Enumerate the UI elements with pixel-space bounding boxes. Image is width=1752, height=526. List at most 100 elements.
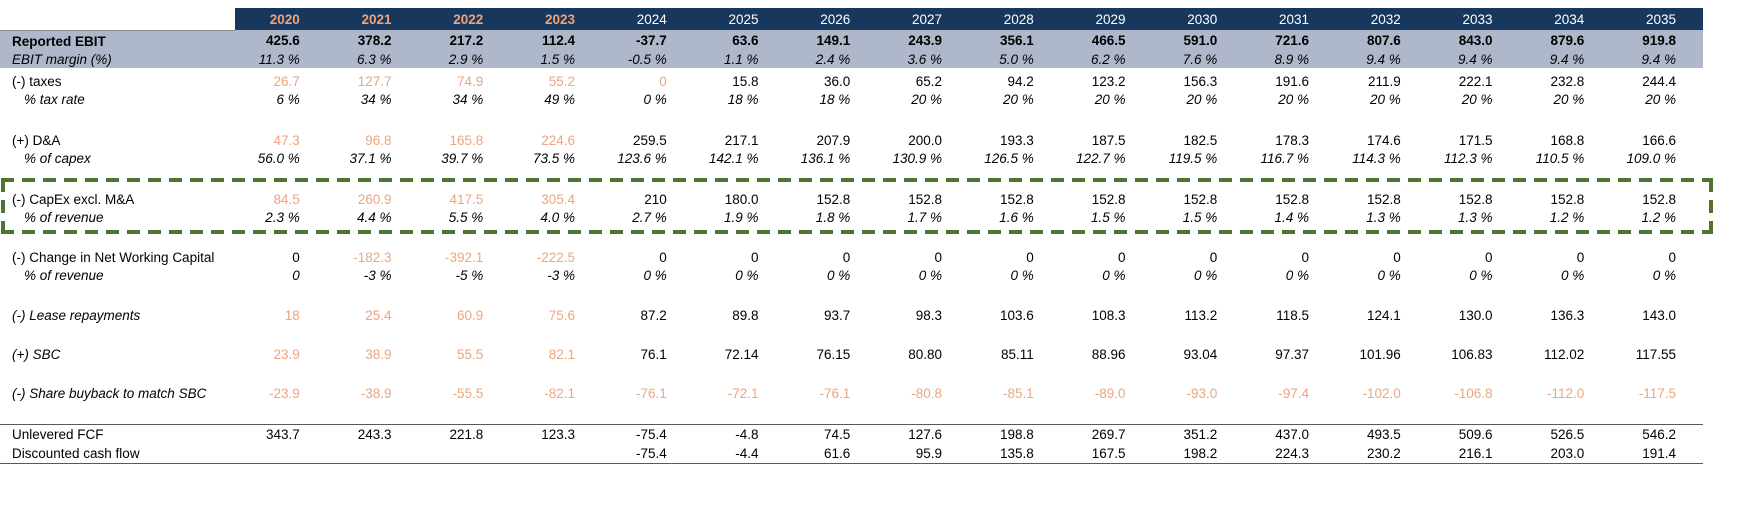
cell-pct_of_revenue_nwc-2020[interactable]: 0 [292, 267, 300, 283]
cell-capex-2021[interactable]: 260.9 [357, 191, 392, 207]
cell-nwc-2026[interactable]: 0 [842, 249, 851, 265]
cell-pct_of_capex-2031[interactable]: 116.7 % [1260, 150, 1309, 166]
cell-da-2024[interactable]: 259.5 [632, 132, 667, 148]
cell-tax_rate-2035[interactable]: 20 % [1645, 91, 1676, 107]
cell-ebit_margin-2023[interactable]: 1.5 % [540, 52, 575, 67]
cell-da-2035[interactable]: 166.6 [1642, 132, 1676, 148]
cell-pct_of_capex-2030[interactable]: 119.5 % [1168, 150, 1218, 166]
cell-unlevered_fcf-2035[interactable]: 546.2 [1642, 426, 1676, 442]
row-label-unlevered_fcf[interactable]: Unlevered FCF [12, 426, 104, 442]
row-label-sbc[interactable]: (+) SBC [12, 346, 61, 362]
cell-nwc-2035[interactable]: 0 [1668, 249, 1676, 265]
cell-capex-2022[interactable]: 417.5 [449, 191, 484, 207]
cell-nwc-2029[interactable]: 0 [1117, 249, 1126, 265]
cell-ebit_margin-2035[interactable]: 9.4 % [1641, 52, 1676, 67]
cell-tax_rate-2027[interactable]: 20 % [911, 91, 942, 107]
cell-pct_of_capex-2029[interactable]: 122.7 % [1075, 150, 1126, 166]
cell-buyback-2023[interactable]: -82.1 [544, 385, 575, 401]
cell-reported_ebit-2032[interactable]: 807.6 [1366, 33, 1401, 48]
cell-pct_of_revenue_nwc-2027[interactable]: 0 % [918, 267, 942, 283]
cell-da-2022[interactable]: 165.8 [449, 132, 484, 148]
cell-pct_of_capex-2025[interactable]: 142.1 % [708, 150, 759, 166]
cell-nwc-2028[interactable]: 0 [1026, 249, 1034, 265]
cell-pct_of_revenue_nwc-2032[interactable]: 0 % [1377, 267, 1401, 283]
cell-tax_rate-2033[interactable]: 20 % [1461, 91, 1493, 107]
cell-unlevered_fcf-2023[interactable]: 123.3 [541, 426, 575, 442]
cell-capex-2029[interactable]: 152.8 [1091, 191, 1126, 207]
cell-unlevered_fcf-2032[interactable]: 493.5 [1366, 426, 1401, 442]
cell-lease-2021[interactable]: 25.4 [365, 307, 392, 323]
cell-lease-2026[interactable]: 93.7 [823, 307, 851, 323]
cell-pct_of_capex-2032[interactable]: 114.3 % [1352, 150, 1401, 166]
cell-buyback-2031[interactable]: -97.4 [1278, 385, 1309, 401]
cell-pct_of_revenue_capex-2034[interactable]: 1.2 % [1549, 209, 1585, 225]
year-2025[interactable]: 2025 [693, 8, 786, 30]
cell-ebit_margin-2032[interactable]: 9.4 % [1366, 52, 1401, 67]
cell-capex-2034[interactable]: 152.8 [1550, 191, 1585, 207]
cell-ebit_margin-2027[interactable]: 3.6 % [907, 52, 942, 67]
cell-ebit_margin-2028[interactable]: 5.0 % [999, 52, 1034, 67]
cell-tax_rate-2029[interactable]: 20 % [1094, 91, 1126, 107]
cell-ebit_margin-2021[interactable]: 6.3 % [356, 52, 392, 67]
cell-dcf-2033[interactable]: 216.1 [1458, 445, 1493, 461]
cell-lease-2031[interactable]: 118.5 [1276, 307, 1309, 323]
year-2021[interactable]: 2021 [326, 8, 419, 30]
cell-unlevered_fcf-2020[interactable]: 343.7 [265, 426, 300, 442]
cell-lease-2028[interactable]: 103.6 [999, 307, 1034, 323]
cell-taxes-2034[interactable]: 232.8 [1550, 73, 1585, 89]
year-2022[interactable]: 2022 [418, 8, 511, 30]
cell-buyback-2020[interactable]: -23.9 [268, 385, 300, 401]
cell-dcf-2021[interactable] [327, 443, 419, 463]
cell-pct_of_capex-2020[interactable]: 56.0 % [257, 150, 300, 166]
cell-pct_of_capex-2033[interactable]: 112.3 % [1443, 150, 1493, 166]
cell-sbc-2028[interactable]: 85.11 [1000, 346, 1034, 362]
cell-nwc-2021[interactable]: -182.3 [353, 249, 392, 265]
cell-taxes-2030[interactable]: 156.3 [1183, 73, 1218, 89]
cell-lease-2023[interactable]: 75.6 [548, 307, 575, 323]
row-label-tax_rate[interactable]: % tax rate [24, 91, 85, 107]
cell-reported_ebit-2033[interactable]: 843.0 [1458, 33, 1493, 48]
cell-lease-2030[interactable]: 113.2 [1184, 307, 1218, 323]
year-2030[interactable]: 2030 [1152, 8, 1245, 30]
cell-buyback-2025[interactable]: -72.1 [727, 385, 759, 401]
cell-pct_of_revenue_capex-2026[interactable]: 1.8 % [815, 209, 851, 225]
cell-dcf-2027[interactable]: 95.9 [915, 445, 942, 461]
cell-dcf-2035[interactable]: 191.4 [1642, 445, 1676, 461]
year-2034[interactable]: 2034 [1519, 8, 1612, 30]
cell-pct_of_revenue_nwc-2031[interactable]: 0 % [1285, 267, 1309, 283]
cell-nwc-2033[interactable]: 0 [1484, 249, 1493, 265]
cell-unlevered_fcf-2026[interactable]: 74.5 [823, 426, 851, 442]
cell-pct_of_capex-2035[interactable]: 109.0 % [1626, 150, 1676, 166]
year-2024[interactable]: 2024 [602, 8, 694, 30]
cell-tax_rate-2020[interactable]: 6 % [276, 91, 300, 107]
cell-taxes-2031[interactable]: 191.6 [1275, 73, 1309, 89]
cell-pct_of_revenue_nwc-2029[interactable]: 0 % [1102, 267, 1126, 283]
cell-nwc-2025[interactable]: 0 [750, 249, 759, 265]
cell-sbc-2026[interactable]: 76.15 [816, 346, 851, 362]
year-2027[interactable]: 2027 [877, 8, 969, 30]
cell-lease-2027[interactable]: 98.3 [915, 307, 942, 323]
cell-pct_of_revenue_capex-2033[interactable]: 1.3 % [1457, 209, 1493, 225]
cell-unlevered_fcf-2028[interactable]: 198.8 [999, 426, 1034, 442]
cell-pct_of_revenue_nwc-2035[interactable]: 0 % [1652, 267, 1676, 283]
cell-pct_of_revenue_nwc-2024[interactable]: 0 % [643, 267, 667, 283]
cell-buyback-2032[interactable]: -102.0 [1362, 385, 1401, 401]
cell-ebit_margin-2022[interactable]: 2.9 % [448, 52, 484, 67]
year-2032[interactable]: 2032 [1336, 8, 1428, 30]
cell-nwc-2024[interactable]: 0 [659, 249, 667, 265]
cell-dcf-2022[interactable] [419, 443, 511, 463]
year-2029[interactable]: 2029 [1060, 8, 1153, 30]
cell-pct_of_revenue_nwc-2022[interactable]: -5 % [455, 267, 484, 283]
cell-pct_of_capex-2023[interactable]: 73.5 % [532, 150, 575, 166]
cell-taxes-2021[interactable]: 127.7 [357, 73, 392, 89]
cell-sbc-2022[interactable]: 55.5 [456, 346, 484, 362]
cell-taxes-2035[interactable]: 244.4 [1642, 73, 1676, 89]
row-label-pct_of_revenue_nwc[interactable]: % of revenue [24, 267, 104, 283]
cell-buyback-2021[interactable]: -38.9 [360, 385, 392, 401]
row-label-pct_of_capex[interactable]: % of capex [24, 150, 91, 166]
cell-sbc-2031[interactable]: 97.37 [1275, 346, 1309, 362]
cell-unlevered_fcf-2031[interactable]: 437.0 [1275, 426, 1309, 442]
cell-sbc-2025[interactable]: 72.14 [724, 346, 759, 362]
cell-reported_ebit-2029[interactable]: 466.5 [1091, 33, 1126, 48]
cell-sbc-2021[interactable]: 38.9 [365, 346, 392, 362]
